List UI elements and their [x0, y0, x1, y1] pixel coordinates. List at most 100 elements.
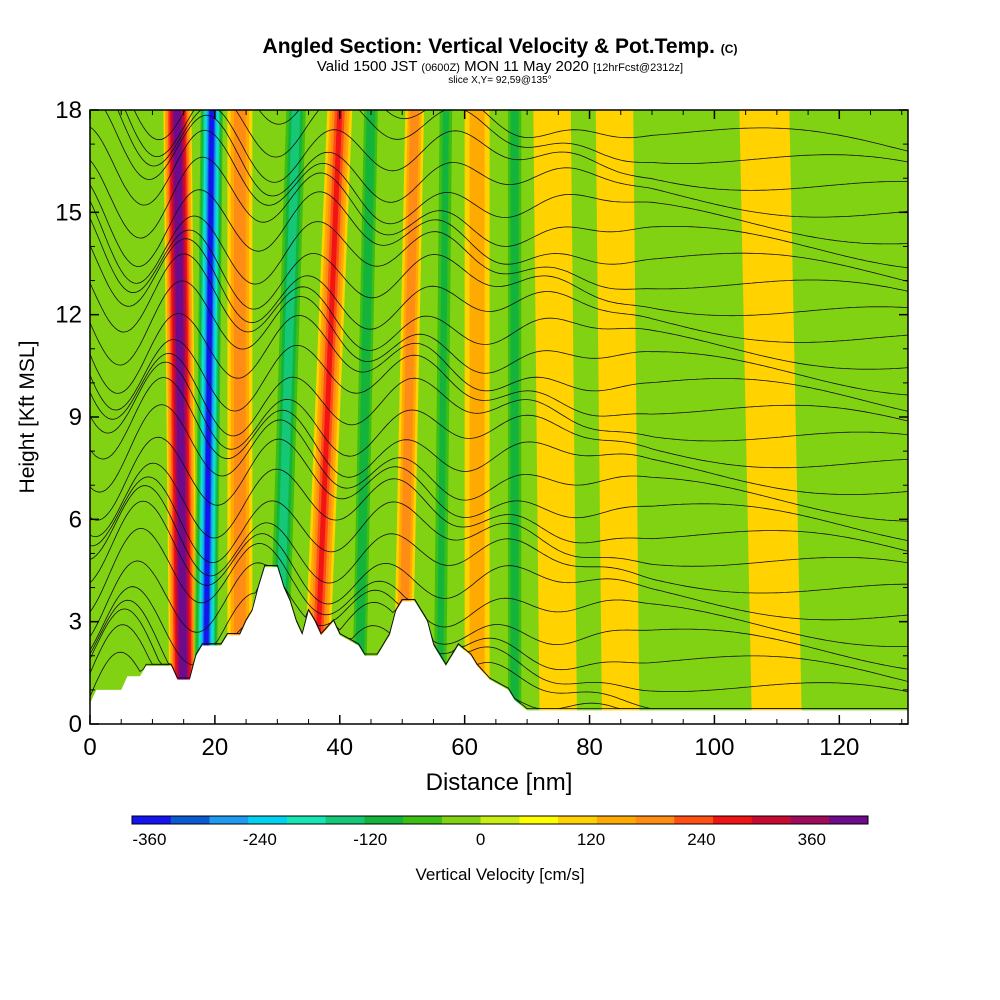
colorbar-swatch [403, 816, 443, 824]
isentrope-line [90, 565, 908, 693]
colorbar-swatch [674, 816, 714, 824]
colorbar-swatch [286, 816, 326, 824]
y-axis-label: Height [Kft MSL] [16, 341, 39, 494]
isentrope-line [90, 126, 908, 245]
title-block: Angled Section: Vertical Velocity & Pot.… [0, 36, 1000, 87]
isentrope-line [117, 110, 908, 191]
isentrope-line [90, 339, 908, 422]
isentrope-line [133, 110, 908, 152]
colorbar-swatch [713, 816, 753, 824]
x-tick-label: 40 [326, 734, 353, 761]
colorbar-swatch [829, 816, 869, 824]
colorbar-swatch [364, 816, 404, 824]
colorbar-swatch [441, 816, 481, 824]
chart-subtitle: Valid 1500 JST (0600Z) MON 11 May 2020 [… [0, 58, 1000, 75]
colorbar-swatch [519, 816, 559, 824]
colorbar-tick-label: -360 [132, 830, 166, 849]
velocity-band-7 [436, 110, 450, 724]
velocity-band-12 [670, 110, 709, 724]
colorbar-tick-label: 360 [798, 830, 826, 849]
y-tick-label: 18 [55, 97, 82, 124]
slice-label: slice X,Y= 92,59@135° [448, 75, 552, 86]
isentrope-line [90, 560, 908, 670]
axes: 0 20 40 60 80 100 120 0 3 6 9 12 15 18 [55, 97, 908, 761]
isentrope-line [90, 527, 908, 647]
plot-area [90, 110, 908, 724]
y-tick-label: 6 [69, 506, 82, 533]
x-tick-label: 0 [83, 734, 96, 761]
isentrope-line [90, 217, 908, 317]
colorbar-label: Vertical Velocity [cm/s] [415, 865, 584, 884]
isentrope-line [90, 377, 908, 495]
colorbar-tick-label: -120 [353, 830, 387, 849]
isentrope-line [90, 184, 908, 282]
colorbar-swatch [635, 816, 675, 824]
colorbar-swatch [170, 816, 210, 824]
colorbar: -360 -240 -120 0 120 240 360 [131, 815, 869, 849]
velocity-band-13 [739, 110, 802, 724]
velocity-band-2 [234, 110, 246, 724]
x-tick-label: 80 [576, 734, 603, 761]
colorbar-swatch [480, 816, 520, 824]
colorbar-swatch [596, 816, 636, 824]
colorbar-swatch [751, 816, 791, 824]
velocity-band-1 [203, 110, 215, 724]
isentrope-line [104, 110, 908, 218]
valid-zulu: (0600Z) [421, 62, 460, 74]
y-tick-label: 12 [55, 302, 82, 329]
isentrope-line [90, 404, 908, 522]
isentrope-line [90, 313, 908, 412]
x-axis-label: Distance [nm] [426, 769, 573, 796]
velocity-band-10 [533, 110, 578, 724]
forecast-label: [12hrFcst@2312z] [593, 62, 684, 74]
isentrope-line [90, 500, 908, 621]
y-tick-label: 9 [69, 404, 82, 431]
colorbar-tick-label: -240 [243, 830, 277, 849]
velocity-band-11 [595, 110, 640, 724]
colorbar-tick-label: 0 [476, 830, 485, 849]
isentrope-line [90, 156, 908, 269]
isentrope-line [90, 352, 908, 442]
y-tick-label: 15 [55, 199, 82, 226]
colorbar-tick-label: 240 [687, 830, 715, 849]
isentrope-line [90, 361, 908, 469]
colorbar-swatch [209, 816, 249, 824]
valid-date: MON 11 May 2020 [464, 58, 589, 75]
y-tick-label: 0 [69, 711, 82, 738]
colorbar-swatch [325, 816, 365, 824]
x-tick-label: 100 [694, 734, 734, 761]
isentropes [90, 110, 908, 709]
y-tick-label: 3 [69, 609, 82, 636]
isentrope-line [90, 462, 908, 552]
chart-title: Angled Section: Vertical Velocity & Pot.… [0, 36, 1000, 60]
isentrope-line [90, 280, 908, 396]
velocity-band-8 [469, 110, 485, 724]
colorbar-swatch [248, 816, 288, 824]
velocity-bands [163, 110, 802, 724]
colorbar-swatch [790, 816, 830, 824]
colorbar-swatch [558, 816, 598, 824]
isentrope-line [90, 253, 908, 370]
isentrope-line [90, 238, 908, 343]
colorbar-swatch [132, 816, 172, 824]
isentrope-line [90, 200, 908, 292]
x-tick-label: 20 [202, 734, 229, 761]
colorbar-tick-label: 120 [577, 830, 605, 849]
x-tick-label: 60 [451, 734, 478, 761]
velocity-band-5 [354, 110, 376, 724]
isentrope-line [124, 110, 908, 164]
x-tick-label: 120 [819, 734, 859, 761]
isentrope-line [90, 485, 908, 594]
isentrope-line [90, 476, 908, 567]
isentrope-line [90, 436, 908, 541]
valid-time: Valid 1500 JST [316, 58, 418, 75]
velocity-band-4 [312, 110, 343, 724]
velocity-band-0 [174, 110, 187, 724]
chart-title-mark: (C) [720, 42, 738, 56]
colorbar-frame [131, 815, 869, 825]
velocity-band-3 [273, 110, 301, 724]
isentrope-line [90, 565, 908, 682]
chart-title-main: Angled Section: Vertical Velocity & Pot.… [262, 35, 715, 58]
terrain [90, 567, 908, 724]
